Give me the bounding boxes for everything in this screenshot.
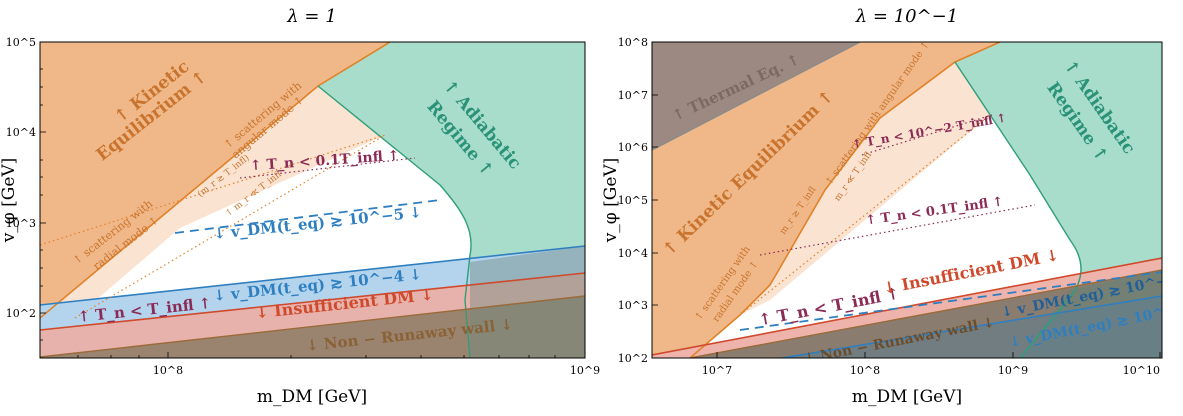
right-region-scatter bbox=[730, 62, 990, 320]
right-x-axis bbox=[716, 352, 1161, 358]
left-y-label: v_φ [GeV] bbox=[0, 158, 19, 244]
right-ytick-3: 10^4 bbox=[618, 247, 648, 260]
right-xtick-2: 10^8 bbox=[850, 364, 880, 377]
left-panel: λ = 1 bbox=[0, 6, 600, 407]
right-panel: λ = 10^−1 bbox=[601, 6, 1163, 407]
right-region-kinetic bbox=[652, 42, 1000, 358]
right-y-axis bbox=[652, 41, 658, 359]
left-x-axis bbox=[77, 352, 586, 358]
right-xtick-1: 10^7 bbox=[702, 364, 732, 377]
right-y-label: v_φ [GeV] bbox=[601, 158, 621, 244]
right-xtick-3: 10^9 bbox=[998, 364, 1028, 377]
left-region-kinetic bbox=[40, 42, 390, 318]
right-plot-area: ↑ Thermal Eq. ↑ ↑ Kinetic Equilibrium ↑ … bbox=[652, 42, 1162, 358]
left-xtick-2: 10^9 bbox=[570, 364, 600, 377]
right-ytick-4: 10^5 bbox=[618, 194, 648, 207]
right-title: λ = 10^−1 bbox=[855, 6, 958, 27]
left-xtick-1: 10^8 bbox=[153, 364, 183, 377]
left-region-scatter bbox=[40, 86, 385, 318]
left-ytick-4: 10^5 bbox=[6, 36, 36, 49]
left-frame bbox=[39, 41, 586, 359]
right-ytick-6: 10^7 bbox=[618, 89, 648, 102]
left-y-axis bbox=[40, 41, 46, 341]
right-ytick-2: 10^3 bbox=[618, 299, 648, 312]
right-xtick-4: 10^10 bbox=[1123, 364, 1160, 377]
left-ytick-3: 10^4 bbox=[6, 126, 36, 139]
left-title: λ = 1 bbox=[286, 6, 336, 27]
right-ytick-7: 10^8 bbox=[618, 36, 648, 49]
left-ytick-2: 10^3 bbox=[6, 217, 36, 230]
left-x-label: m_DM [GeV] bbox=[257, 387, 367, 407]
right-ytick-5: 10^6 bbox=[618, 141, 648, 154]
left-plot-area: ↑ Kinetic Equilibrium ↑ ↑ scattering wit… bbox=[40, 42, 585, 358]
right-ytick-1: 10^2 bbox=[618, 352, 648, 365]
right-x-label: m_DM [GeV] bbox=[852, 387, 962, 407]
left-ytick-1: 10^2 bbox=[6, 307, 36, 320]
